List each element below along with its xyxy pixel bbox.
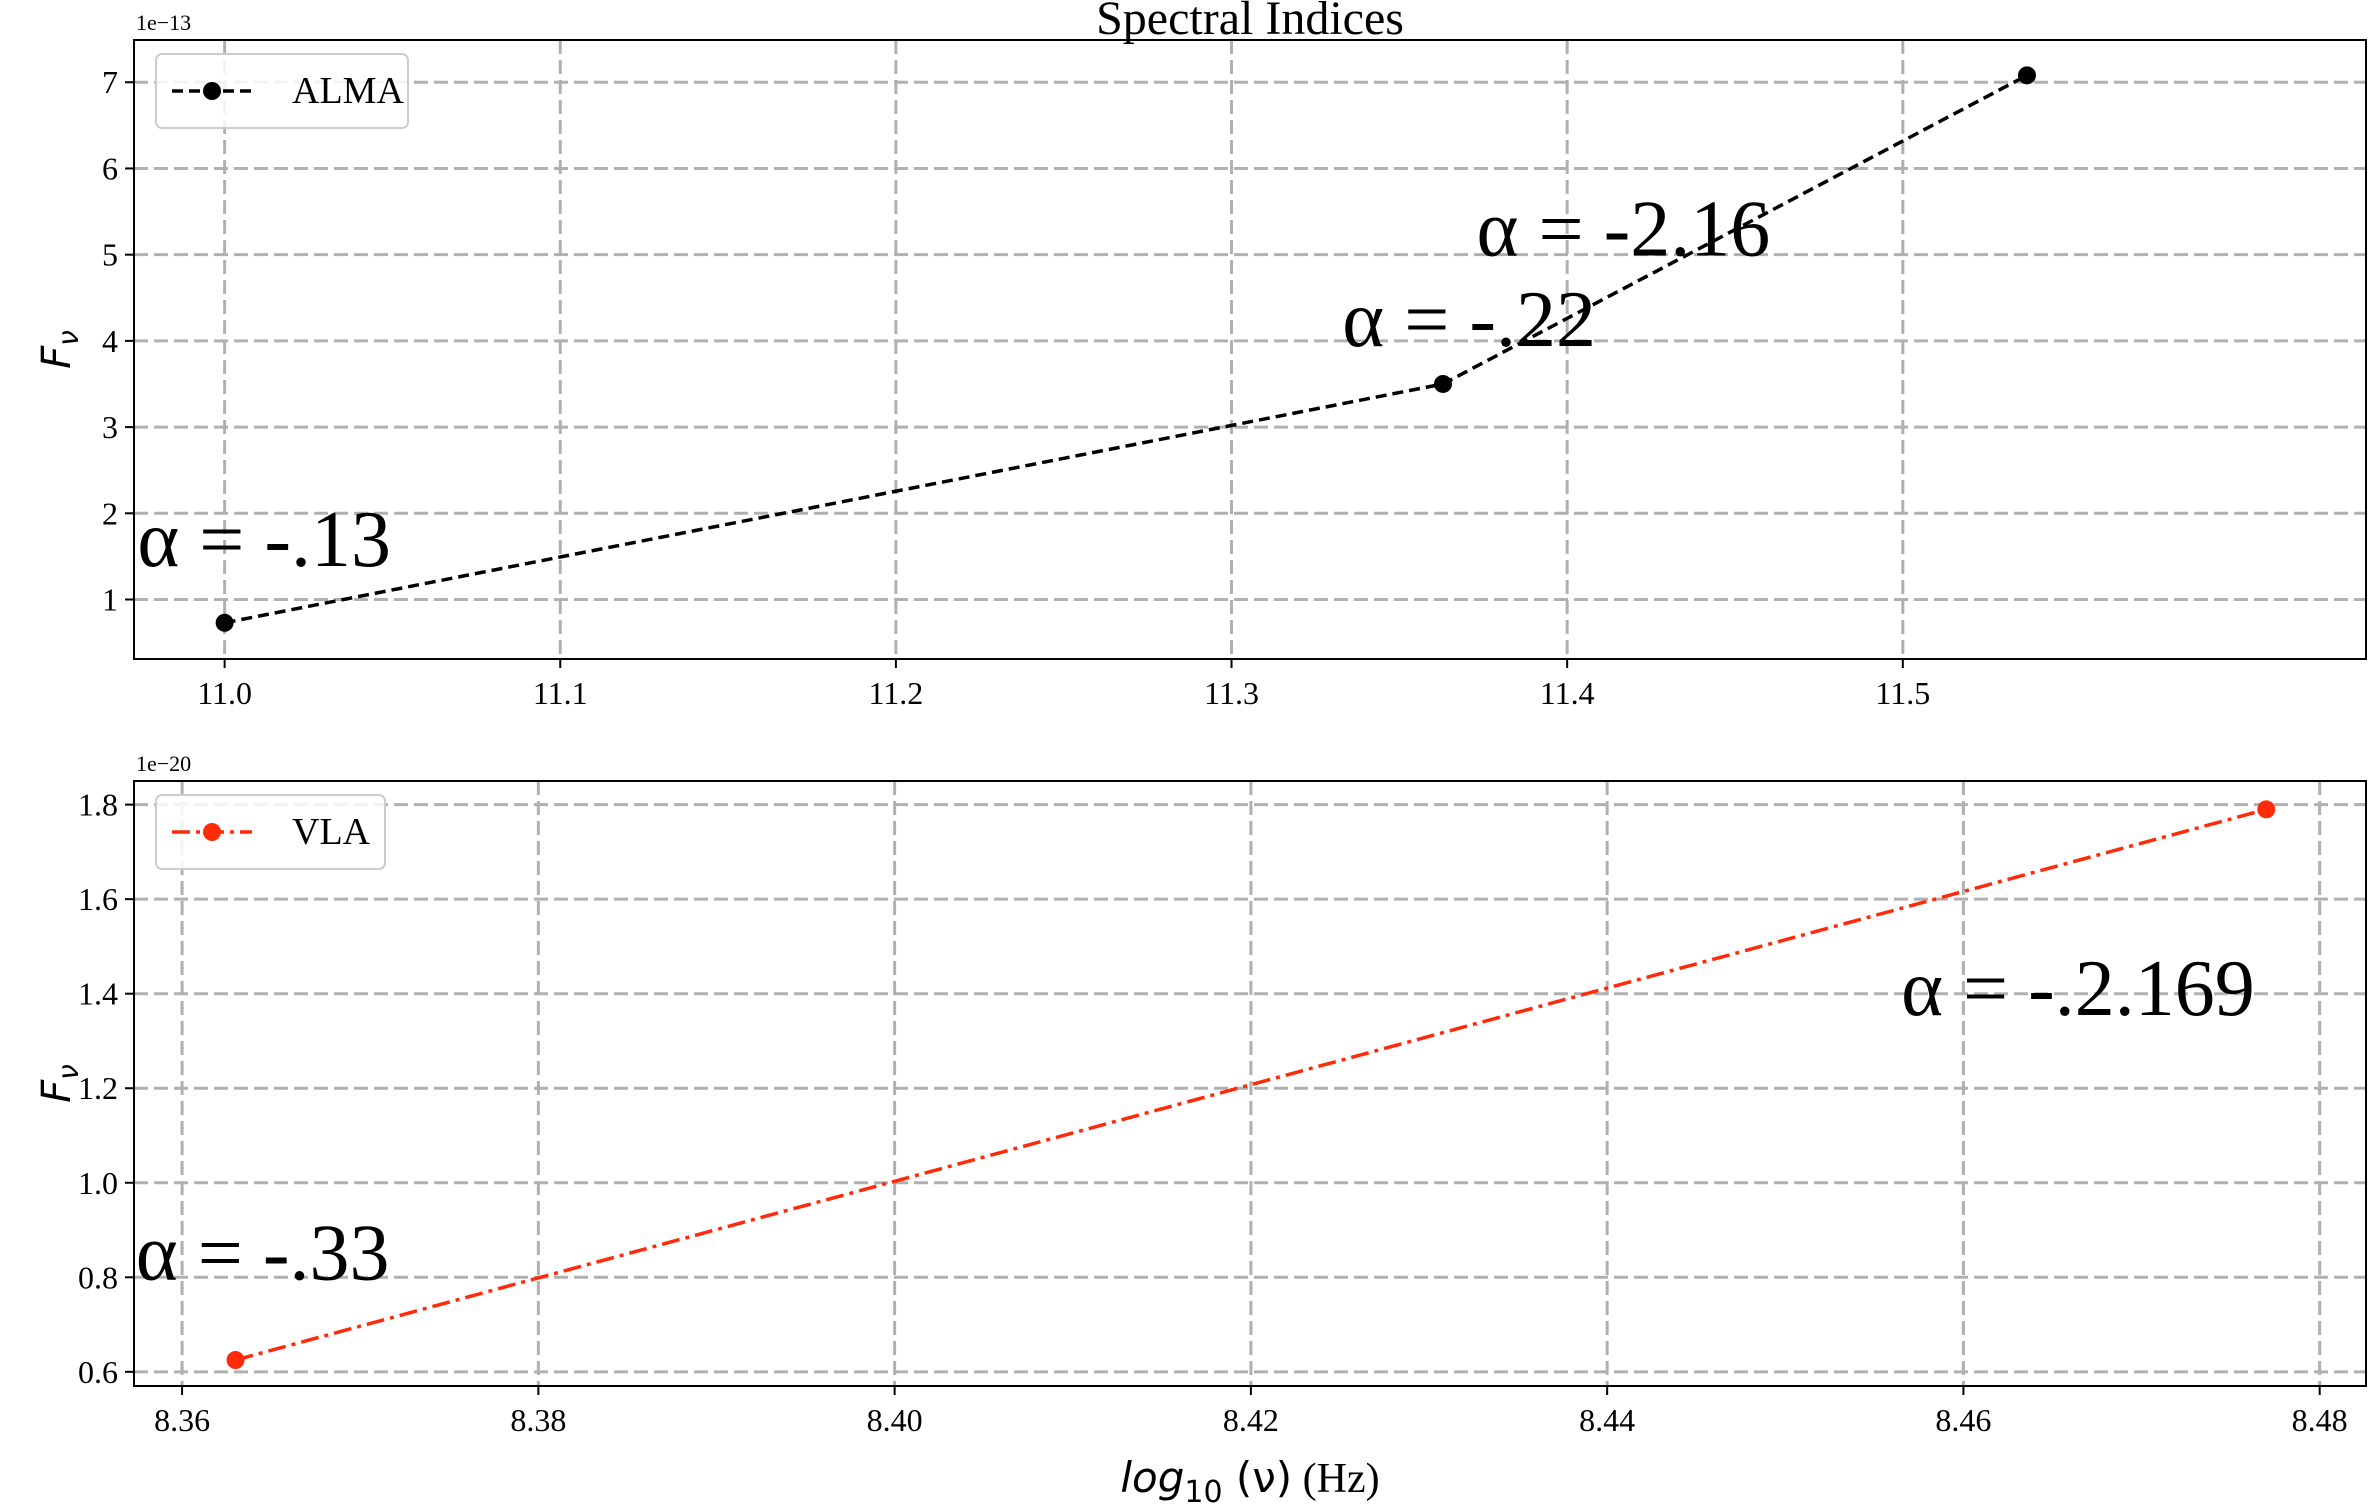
data-point-vla xyxy=(226,1351,245,1370)
legend-box xyxy=(155,794,386,870)
x-tick-label: 11.5 xyxy=(1875,675,1930,711)
axis-offset-text: 1e−13 xyxy=(136,10,191,35)
legend-marker xyxy=(203,82,221,100)
y-tick-label: 1.6 xyxy=(78,881,118,917)
chart-panel-2: 8.36 8.38 8.40 8.42 8.44 8.46 8.48 0.6 0.8 1.0 1.2… xyxy=(34,751,2367,1510)
x-axis-label: log10 (ν) (Hz) xyxy=(1120,1453,1379,1510)
y-tick-label: 0.8 xyxy=(78,1259,118,1295)
figure-title: Spectral Indices xyxy=(1096,0,1404,45)
x-tick-label: 8.38 xyxy=(510,1402,566,1438)
series-line-alma xyxy=(224,73,2028,625)
y-axis-label: Fν xyxy=(34,330,85,369)
y-tick-label: 6 xyxy=(102,150,118,186)
x-tick-label: 11.0 xyxy=(197,675,252,711)
axis-offset-text: 1e−20 xyxy=(136,751,191,776)
legend-box xyxy=(155,53,409,129)
y-tick-label: 0.6 xyxy=(78,1354,118,1390)
x-tick-label: 8.48 xyxy=(2292,1402,2348,1438)
x-tick-label: 11.2 xyxy=(868,675,923,711)
y-tick-label: 1 xyxy=(102,582,118,618)
alpha-annotation: α = -.2.169 xyxy=(1901,945,2255,1033)
y-tick-label: 3 xyxy=(102,409,118,445)
data-point-vla xyxy=(2257,800,2276,819)
x-tick-label: 8.46 xyxy=(1935,1402,1991,1438)
alpha-annotation: α = -.33 xyxy=(136,1210,390,1298)
x-tick-label: 11.4 xyxy=(1540,675,1595,711)
y-tick-label: 2 xyxy=(102,495,118,531)
data-point-alma xyxy=(1433,374,1452,393)
y-axis-label: Fν xyxy=(34,1064,85,1103)
y-tick-label: 1.4 xyxy=(78,976,118,1012)
y-tick-label: 1.2 xyxy=(78,1070,118,1106)
y-tick-label: 4 xyxy=(102,323,118,359)
legend-label: ALMA xyxy=(292,70,404,112)
x-tick-label: 8.36 xyxy=(154,1402,210,1438)
axes-frame xyxy=(133,39,2367,660)
x-tick-label: 11.1 xyxy=(533,675,588,711)
alpha-annotation: α = -.13 xyxy=(137,496,391,584)
legend-label: VLA xyxy=(292,811,371,853)
data-point-alma xyxy=(215,613,234,632)
data-point-alma xyxy=(2018,66,2037,85)
y-tick-label: 1.8 xyxy=(78,787,118,823)
series-line-vla xyxy=(235,807,2267,1362)
x-tick-label: 8.40 xyxy=(867,1402,923,1438)
legend-marker xyxy=(203,823,221,841)
alpha-annotation: α = -.22 xyxy=(1342,276,1596,364)
y-tick-label: 7 xyxy=(102,64,118,100)
alpha-annotation: α = -2.16 xyxy=(1477,186,1771,274)
x-tick-label: 11.3 xyxy=(1204,675,1259,711)
chart-panel-1: 11.0 11.1 11.2 11.3 11.4 11.5 1 2 3 4 5 6 7 1e−13 Fν α … xyxy=(34,10,2367,711)
x-tick-label: 8.44 xyxy=(1579,1402,1635,1438)
x-tick-label: 8.42 xyxy=(1223,1402,1279,1438)
y-tick-label: 1.0 xyxy=(78,1165,118,1201)
y-tick-label: 5 xyxy=(102,237,118,273)
